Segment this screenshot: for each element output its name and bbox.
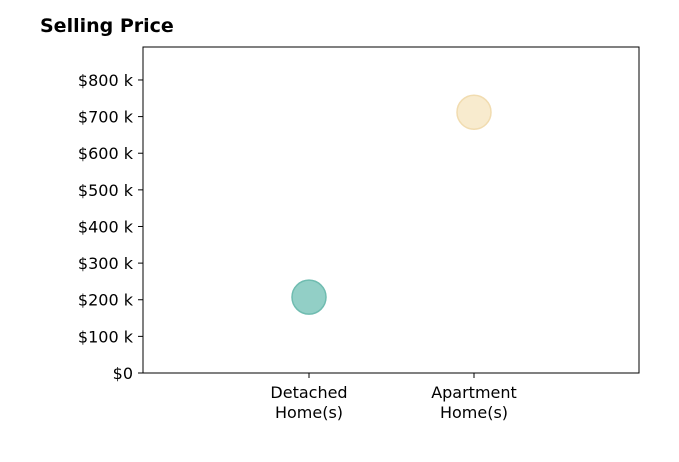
x-tick-label: Detached Home(s)	[270, 383, 347, 422]
y-tick-label: $400 k	[78, 217, 134, 236]
x-axis: Detached Home(s) Apartment Home(s)	[270, 373, 517, 422]
y-tick-label: $100 k	[78, 327, 134, 346]
y-tick-label: $0	[113, 364, 133, 383]
data-point-apartment	[456, 94, 492, 130]
data-point-detached	[291, 279, 327, 315]
y-tick-label: $700 k	[78, 108, 134, 127]
y-tick-label: $500 k	[78, 181, 134, 200]
y-tick-label: $300 k	[78, 254, 134, 273]
chart-title: Selling Price	[40, 15, 174, 37]
y-tick-label: $200 k	[78, 291, 134, 310]
data-points	[291, 94, 492, 315]
plot-area-frame	[142, 46, 640, 374]
y-axis: $0 $100 k $200 k $300 k $400 k $500 k $600 k $7…	[78, 71, 143, 383]
y-tick-label: $800 k	[78, 71, 134, 90]
y-tick-label: $600 k	[78, 144, 134, 163]
x-tick-label: Apartment Home(s)	[431, 383, 517, 422]
